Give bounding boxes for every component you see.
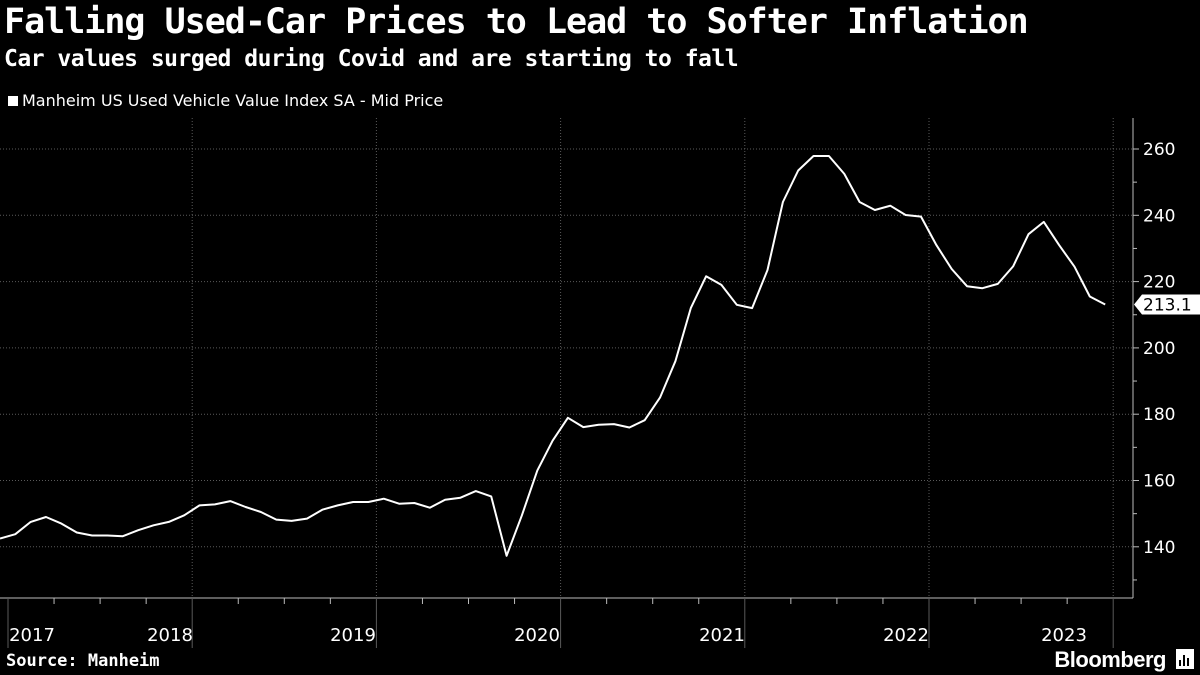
x-tick-label: 2018	[147, 625, 193, 646]
y-tick-label: 200	[1143, 339, 1175, 359]
y-tick-label: 140	[1143, 538, 1175, 558]
y-tick-label: 240	[1143, 206, 1175, 226]
y-tick-label: 180	[1143, 405, 1175, 425]
y-tick-label: 160	[1143, 472, 1175, 492]
x-tick-label: 2022	[883, 625, 929, 646]
legend-swatch	[8, 95, 18, 106]
y-tick-label: 220	[1143, 273, 1175, 293]
last-value-callout	[1134, 294, 1200, 315]
series-line	[0, 155, 1106, 557]
bloomberg-logo: Bloomberg	[1054, 647, 1166, 672]
x-tick-label: 2020	[514, 625, 560, 646]
x-tick-label: 2021	[699, 625, 745, 646]
x-tick-label: 2019	[330, 625, 376, 646]
last-value-label: 213.1	[1143, 295, 1192, 315]
y-tick-label: 260	[1143, 140, 1175, 160]
x-tick-label: 2017	[9, 625, 55, 646]
x-tick-label: 2023	[1041, 625, 1087, 646]
legend-label: Manheim US Used Vehicle Value Index SA -…	[22, 91, 444, 110]
source-note: Source: Manheim	[6, 651, 160, 671]
chart-title: Falling Used-Car Prices to Lead to Softe…	[4, 2, 1029, 42]
bloomberg-chart-icon	[1176, 649, 1194, 669]
chart-subtitle: Car values surged during Covid and are s…	[4, 46, 739, 72]
legend: Manheim US Used Vehicle Value Index SA -…	[8, 91, 443, 110]
